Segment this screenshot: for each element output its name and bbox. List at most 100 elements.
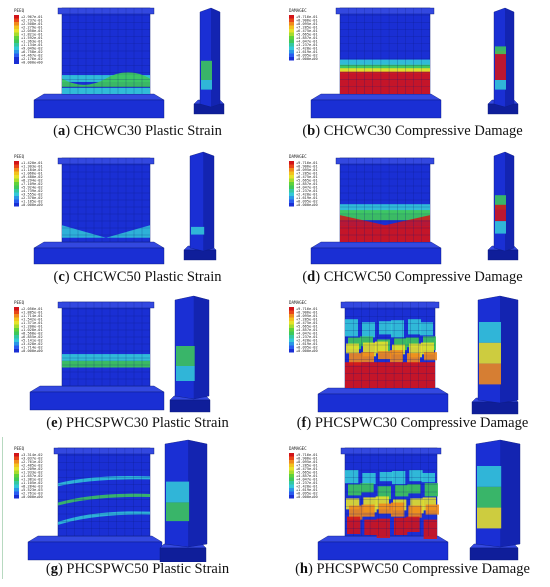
legend-swatch [289, 203, 294, 207]
legend-value: +5.665e-01 [296, 33, 318, 37]
legend-swatch [14, 18, 19, 22]
legend-swatch [289, 321, 294, 325]
base-slab [27, 541, 163, 561]
legend-swatch [289, 491, 294, 495]
legend-swatch [14, 342, 19, 346]
legend-swatch [289, 185, 294, 189]
legend-swatch [289, 22, 294, 26]
legend-value: +3.314e-02 [21, 453, 43, 457]
legend-value: +8.095e-01 [296, 168, 318, 172]
column-damage [166, 502, 190, 522]
legend-value: +8.095e-01 [296, 314, 318, 318]
legend-swatch [289, 477, 294, 481]
legend-value: +7.285e-01 [296, 318, 318, 322]
legend-swatch [289, 463, 294, 467]
column-base [487, 249, 519, 261]
base-slab [29, 391, 165, 411]
legend-swatch [289, 335, 294, 339]
legend-swatch [14, 460, 19, 464]
damage-patch [421, 342, 434, 355]
damage-band [340, 68, 430, 74]
legend-value: +8.906e-01 [296, 457, 318, 461]
legend-value: +8.095e-02 [296, 200, 318, 204]
legend-value: +1.592e-01 [21, 36, 43, 40]
column-damage [479, 322, 501, 343]
caption-d: (d) CHCWC50 Compressive Damage [302, 269, 523, 285]
legend-swatch [14, 338, 19, 342]
legend-swatch [14, 15, 19, 19]
contour-plot-g: PEEQ +3.314e-02+3.037e-02+2.761e-02+2.485… [14, 439, 208, 562]
legend-swatch [14, 203, 19, 207]
legend-value: +4.857e-01 [296, 36, 318, 40]
legend-value: +2.428e-01 [296, 47, 318, 51]
legend-swatch [14, 171, 19, 175]
damage-patch [391, 502, 405, 517]
legend-value: +3.237e-01 [296, 481, 318, 485]
legend-value: +5.665e-01 [296, 471, 318, 475]
legend-value: +4.467e-02 [21, 54, 43, 58]
legend-swatch [14, 495, 19, 499]
legend-swatch [14, 178, 19, 182]
caption-h: (h) PHCSPWC50 Compressive Damage [295, 561, 530, 577]
legend-value: +4.857e-01 [296, 328, 318, 332]
damage-patch [409, 470, 423, 482]
damage-patch [376, 518, 390, 538]
legend-swatch [289, 456, 294, 460]
base-slab [317, 541, 449, 561]
column-damage [495, 204, 506, 222]
legend-value: +8.095e-01 [296, 22, 318, 26]
caption-f: (f) PHCSPWC30 Compressive Damage [296, 415, 529, 431]
legend-swatch [289, 196, 294, 200]
column-damage [201, 80, 212, 90]
legend-value: +1.619e-01 [296, 196, 318, 200]
legend-title: PEEQ [14, 300, 25, 305]
column-damage [176, 346, 195, 366]
damage-patch [362, 473, 376, 485]
legend-swatch [14, 164, 19, 168]
damage-patch [395, 485, 409, 497]
legend-swatch [14, 189, 19, 193]
legend-swatch [14, 22, 19, 26]
legend-swatch [14, 185, 19, 189]
legend-title: DAMAGEC [289, 446, 307, 451]
legend-swatch [14, 175, 19, 179]
legend-value: +1.184e-01 [21, 168, 43, 172]
legend-value: +1.714e-01 [21, 314, 43, 318]
damage-patch [421, 473, 435, 483]
legend-value: +1.619e-01 [296, 50, 318, 54]
base-slab-top [310, 241, 442, 249]
column-damage [479, 342, 501, 364]
panel-f: DAMAGEC +9.716e-01 +8.906e-01 +8.095e-01 +7.… [275, 292, 550, 438]
column-base [471, 401, 519, 415]
legend-swatch [14, 345, 19, 349]
legend-swatch [14, 331, 19, 335]
damage-patch [379, 472, 393, 482]
legend-swatch [14, 310, 19, 314]
legend-value: +0.000e+00 [21, 495, 43, 499]
legend-value: +0.000e+00 [21, 61, 43, 65]
caption-title: CHCWC30 Plastic Strain [73, 123, 222, 139]
legend-value: +8.568e-02 [21, 332, 43, 336]
legend-swatch [14, 60, 19, 64]
damage-patch [378, 351, 391, 360]
legend-swatch [289, 46, 294, 50]
legend-swatch [14, 29, 19, 33]
base-slab-top [27, 535, 163, 543]
damage-patch [349, 353, 362, 366]
contour-plot-c: PEEQ +1.420e-01+1.303e-01+1.184e-01+1.066… [14, 151, 217, 265]
legend-value: +2.209e-02 [21, 467, 43, 471]
legend-value: +7.285e-01 [296, 26, 318, 30]
legend-value: +1.200e-01 [21, 325, 43, 329]
caption-title: PHCSPWC30 Compressive Damage [314, 415, 529, 431]
damage-patch [348, 484, 362, 496]
legend-value: +5.523e-03 [21, 488, 43, 492]
damage-patch [378, 503, 392, 514]
panel-g: PEEQ +3.314e-02 +3.037e-02 +2.761e-02 +2.485… [0, 438, 275, 584]
legend-swatch [289, 50, 294, 54]
legend-value: +8.294e-02 [21, 179, 43, 183]
legend-swatch [14, 46, 19, 50]
legend-swatch [14, 484, 19, 488]
base-slab-top [29, 385, 165, 393]
damage-band [340, 215, 430, 226]
caption-title: CHCWC50 Compressive Damage [323, 269, 523, 285]
